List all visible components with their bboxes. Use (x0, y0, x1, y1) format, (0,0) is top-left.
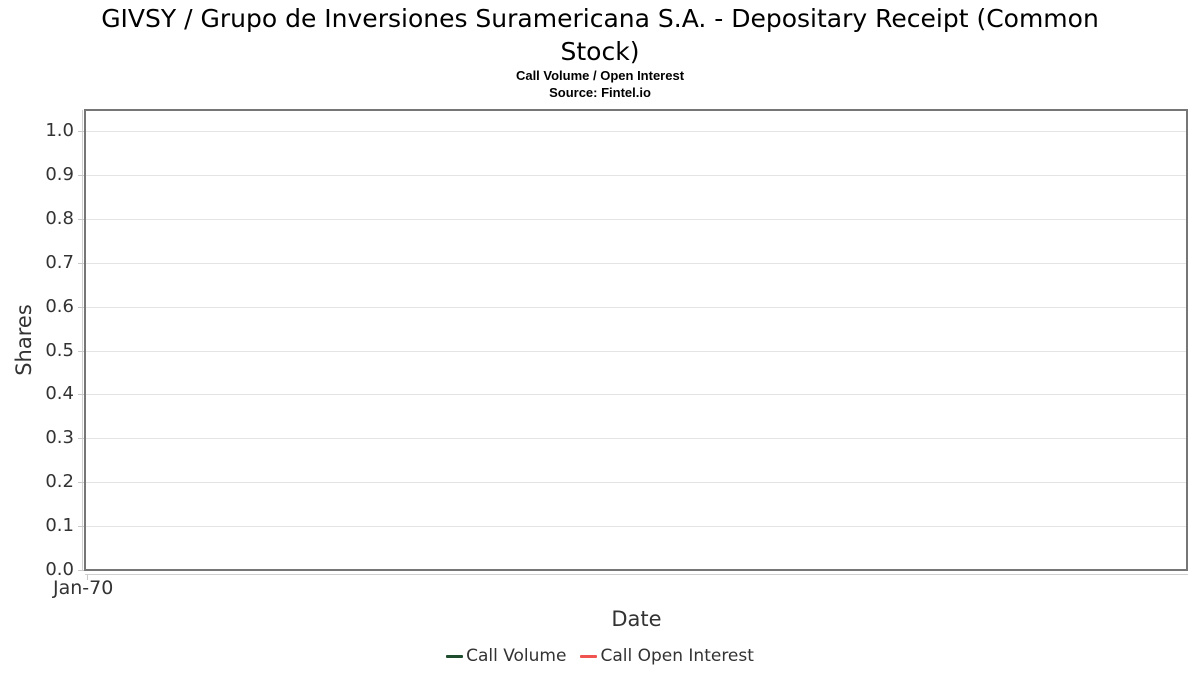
y-axis-tick-label: 0.5 (45, 340, 74, 361)
x-axis-tick-label: Jan-70 (53, 577, 114, 599)
legend: Call Volume Call Open Interest (0, 646, 1200, 666)
y-gridline (86, 438, 1186, 439)
y-axis-tick-label: 0.9 (45, 164, 74, 185)
y-axis-title: Shares (12, 304, 36, 376)
chart-title: GIVSY / Grupo de Inversiones Suramerican… (0, 2, 1200, 68)
x-axis-title: Date (611, 607, 662, 631)
y-axis-tick (78, 307, 84, 308)
y-axis-tick-label: 0.2 (45, 471, 74, 492)
legend-swatch-icon (580, 654, 598, 658)
y-gridline (86, 307, 1186, 308)
chart-title-line1: GIVSY / Grupo de Inversiones Suramerican… (101, 4, 1099, 33)
y-gridline (86, 526, 1186, 527)
y-axis-tick-label: 0.6 (45, 296, 74, 317)
legend-item: Call Open Interest (580, 646, 754, 666)
y-axis-tick-label: 0.4 (45, 383, 74, 404)
y-gridline (86, 482, 1186, 483)
y-gridline (86, 394, 1186, 395)
y-gridline (86, 219, 1186, 220)
y-axis-tick (78, 351, 84, 352)
y-axis-tick-label: 0.3 (45, 427, 74, 448)
y-axis-tick-label: 1.0 (45, 120, 74, 141)
plot-area (84, 109, 1188, 571)
y-axis-tick (78, 394, 84, 395)
y-gridline (86, 175, 1186, 176)
chart-source-note: Source: Fintel.io (549, 85, 651, 100)
x-axis-line (85, 574, 1188, 575)
legend-item: Call Volume (446, 646, 566, 666)
y-axis-tick-label: 0.7 (45, 252, 74, 273)
y-axis-tick (78, 263, 84, 264)
chart-subtitle: Call Volume / Open Interest (515, 68, 685, 83)
y-gridline (86, 131, 1186, 132)
y-axis-tick (78, 131, 84, 132)
y-axis-tick (78, 526, 84, 527)
legend-swatch-icon (446, 654, 464, 658)
y-gridline (86, 351, 1186, 352)
y-axis-tick (78, 438, 84, 439)
y-axis-tick-label: 0.0 (45, 559, 74, 580)
y-axis-tick (78, 219, 84, 220)
y-axis-line (82, 110, 83, 571)
y-axis-tick (78, 175, 84, 176)
y-axis-tick (78, 482, 84, 483)
x-axis-tick (87, 575, 88, 580)
legend-label: Call Open Interest (600, 646, 754, 666)
y-axis-tick (78, 570, 84, 571)
y-axis-tick-label: 0.1 (45, 515, 74, 536)
y-gridline (86, 263, 1186, 264)
y-axis-tick-label: 0.8 (45, 208, 74, 229)
legend-label: Call Volume (466, 646, 567, 666)
chart-title-line2: Stock) (560, 37, 640, 66)
